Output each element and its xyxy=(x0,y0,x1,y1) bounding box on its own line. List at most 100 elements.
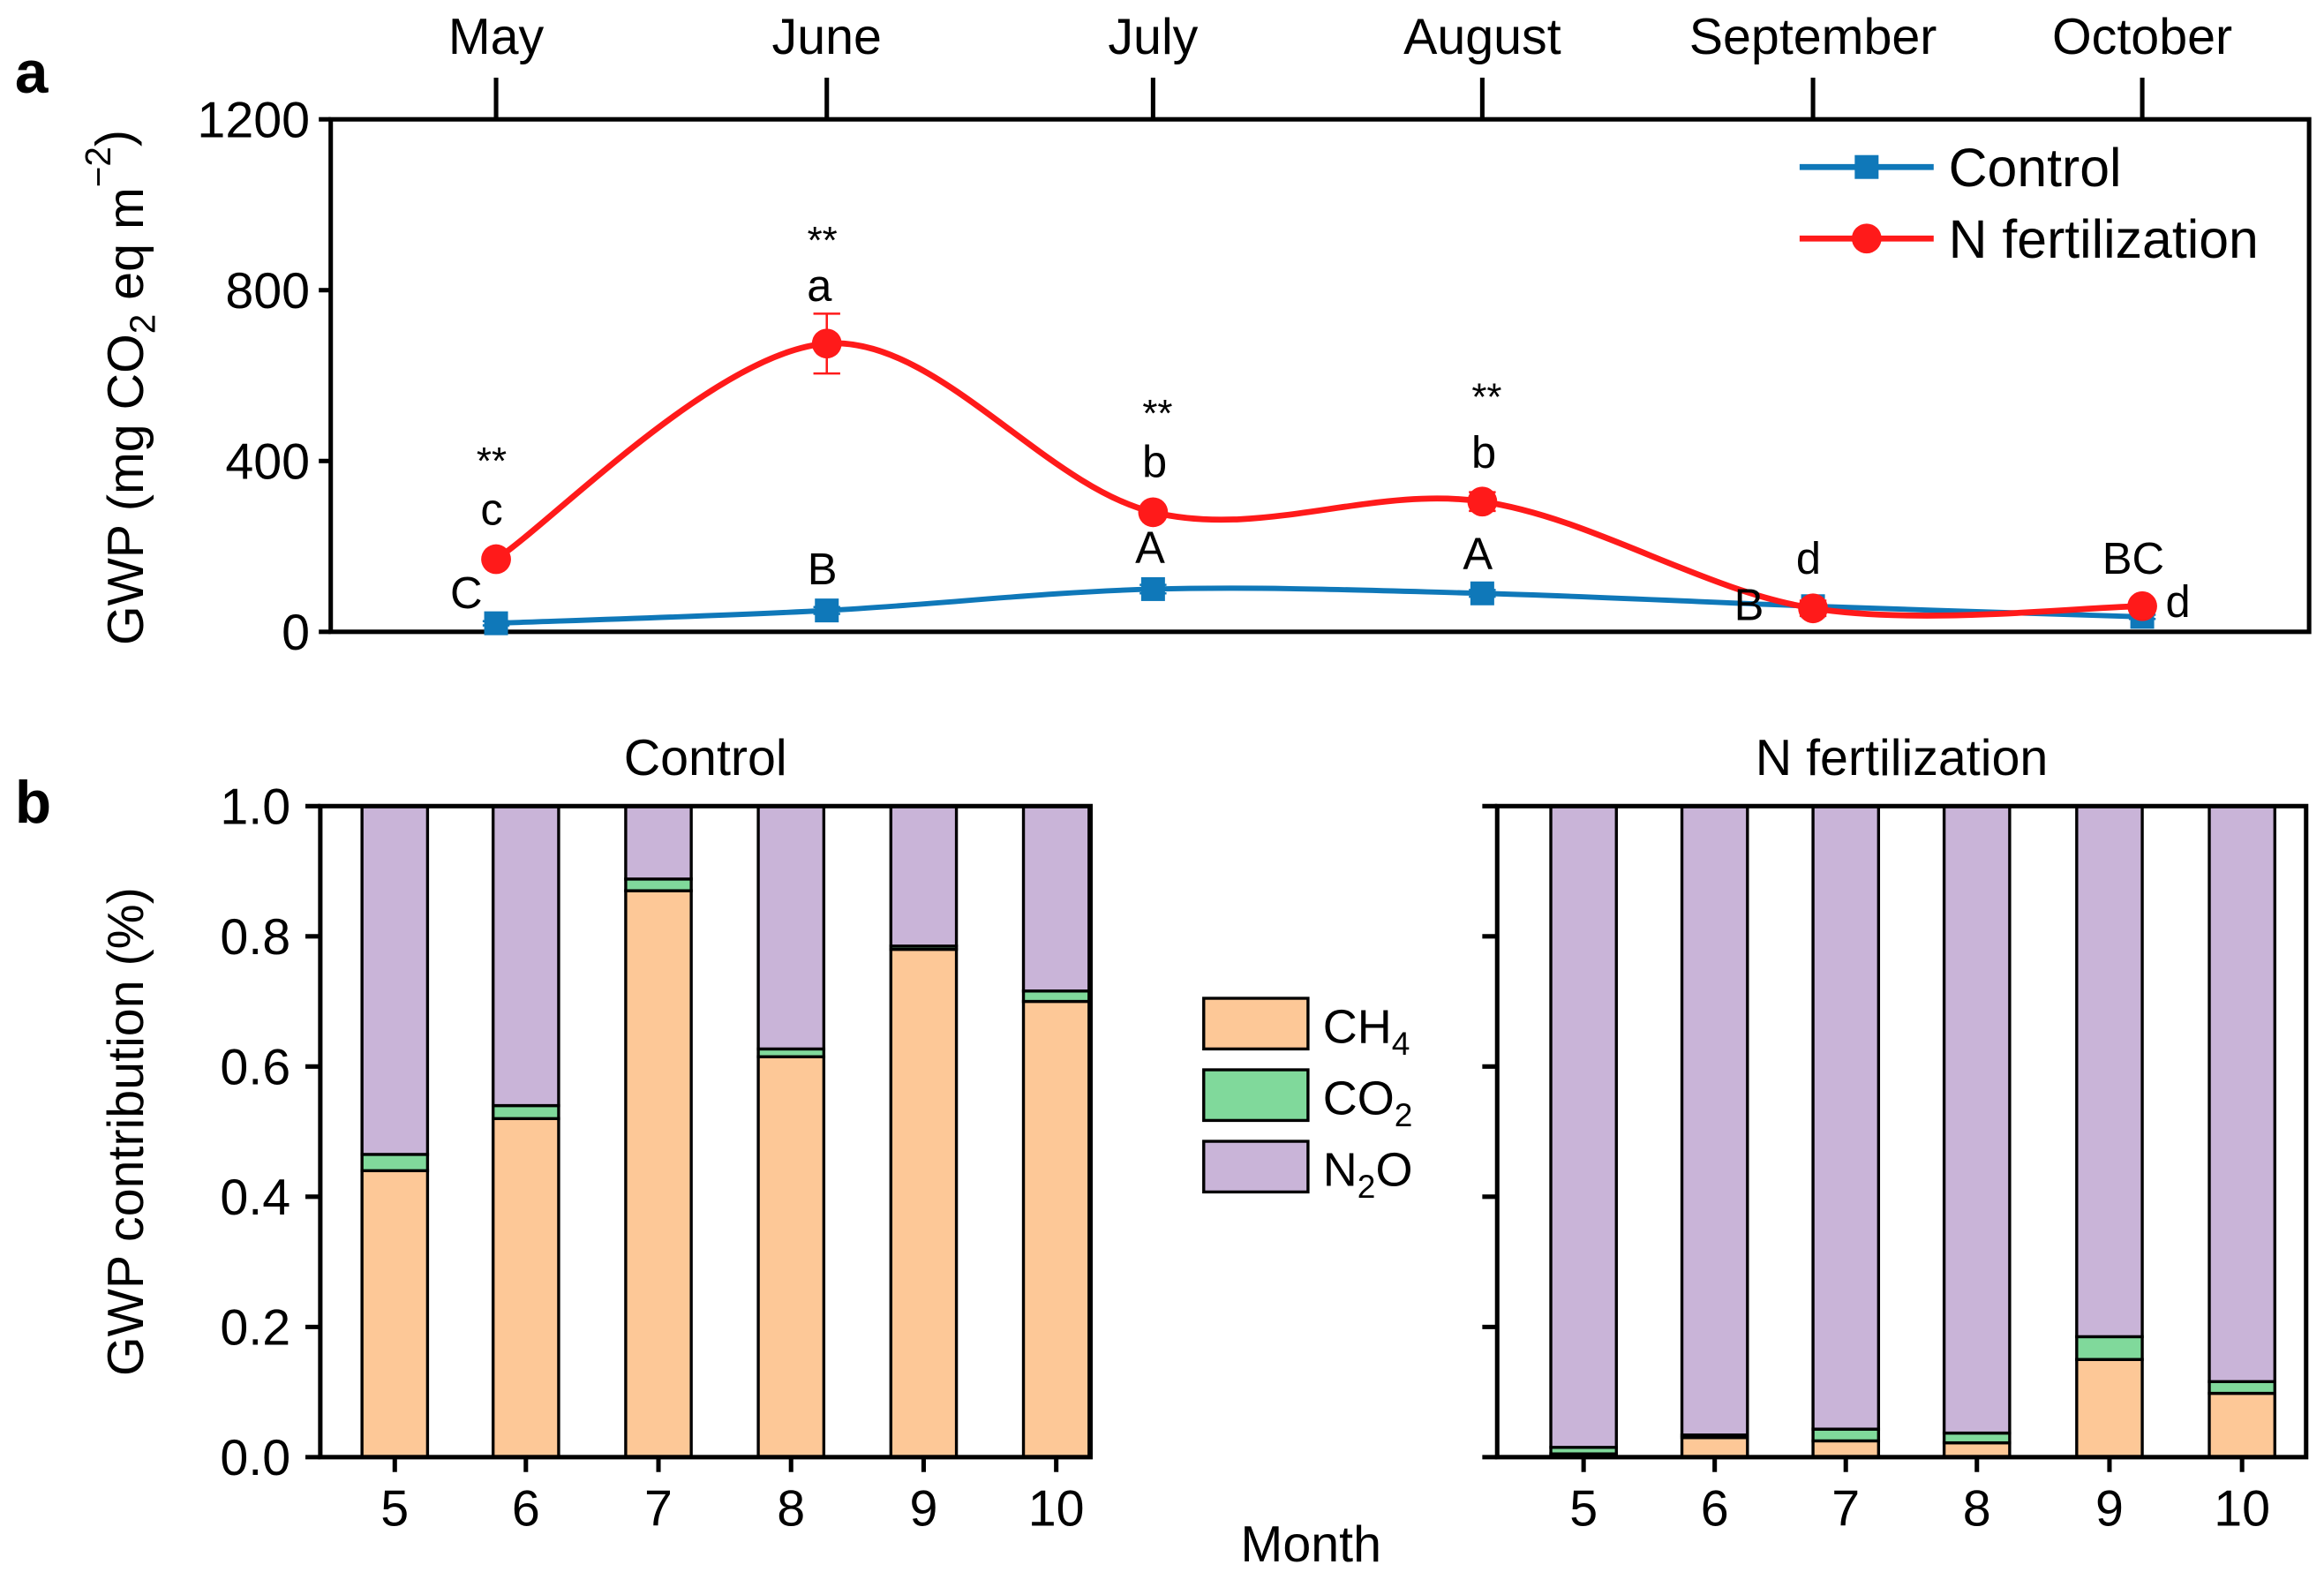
x-tick-label: 8 xyxy=(1963,1481,1991,1538)
x-tick-label: August xyxy=(1403,9,1561,65)
significance-marker: ** xyxy=(1471,375,1501,418)
legend-label-n2o: N2O xyxy=(1323,1144,1413,1206)
subplot-n-fertilization: N fertilization 5 6 7 8 9 10 xyxy=(1482,730,2309,1538)
legend-label: N fertilization xyxy=(1949,209,2259,269)
bar-segment-co2 xyxy=(1021,989,1091,1004)
y-tick-label: 800 xyxy=(225,263,310,320)
legend-swatch-co2 xyxy=(1202,1068,1310,1123)
bar-segment-co2 xyxy=(360,1153,430,1173)
panel-b-bar-charts: Control 5 6 7 8 9 10 0.0 0.2 0.4 0.6 0.8 1.0 N fertil… xyxy=(98,730,2309,1572)
bar-segment-ch4 xyxy=(756,1055,826,1459)
x-tick-label: October xyxy=(2052,9,2232,65)
y-tick-label: 1200 xyxy=(197,92,310,148)
plot-frame xyxy=(1494,803,2309,1460)
x-tick-label: July xyxy=(1108,9,1198,65)
x-tick-label: June xyxy=(772,9,882,65)
data-point-circle xyxy=(2127,590,2157,621)
bar-segment-ch4 xyxy=(491,1117,560,1459)
bar-segment-n2o xyxy=(1942,804,2012,1435)
y-tick-label: 0.8 xyxy=(220,909,290,966)
bar-segment-ch4 xyxy=(360,1169,430,1459)
x-axis-label: Month xyxy=(1241,1516,1381,1572)
legend-marker-square xyxy=(1854,154,1879,179)
bar-segment-n2o xyxy=(360,804,430,1156)
y-tick-label: 0 xyxy=(282,605,310,661)
series-line-n-fertilization xyxy=(494,340,2143,619)
control-letter: B xyxy=(808,544,838,594)
data-point-circle xyxy=(1467,486,1498,517)
control-letter: BC xyxy=(2102,533,2164,583)
legend-label-co2: CO2 xyxy=(1323,1072,1413,1134)
legend-label-tail: O xyxy=(1375,1144,1412,1197)
bar-segment-ch4 xyxy=(2207,1391,2276,1459)
y-tick-label: 0.2 xyxy=(220,1300,290,1357)
subplot-title: N fertilization xyxy=(1756,730,2049,786)
data-point-circle xyxy=(1798,593,1828,624)
legend-marker-circle xyxy=(1851,223,1882,254)
y-tick-label: 0.4 xyxy=(220,1170,290,1226)
bar-segment-ch4 xyxy=(1680,1436,1749,1459)
bar-segment-n2o xyxy=(2207,804,2276,1383)
significance-marker: ** xyxy=(477,440,507,483)
legend-label-ch4: CH4 xyxy=(1323,1001,1410,1063)
y-axis-label: GWP (mg CO2 eq m−2) xyxy=(78,130,163,645)
panel-label-a: a xyxy=(15,40,49,106)
bar-segment-ch4 xyxy=(2075,1358,2144,1459)
data-point-square xyxy=(1470,581,1494,605)
legend-swatch-n2o xyxy=(1202,1140,1310,1194)
y-tick-label: 400 xyxy=(225,434,310,491)
subplot-control: Control 5 6 7 8 9 10 0.0 0.2 0.4 0.6 0.8 1.0 xyxy=(220,730,1094,1538)
legend-label-subscript: 2 xyxy=(1395,1096,1413,1133)
n-fertilization-letter: b xyxy=(1142,436,1167,486)
x-tick-label: 9 xyxy=(909,1481,937,1538)
legend-swatch-ch4 xyxy=(1202,997,1310,1051)
control-letter: C xyxy=(450,568,483,618)
data-point-square xyxy=(1140,576,1165,601)
x-tick-label: September xyxy=(1689,9,1937,65)
x-tick-label: 10 xyxy=(1028,1481,1085,1538)
legend-label-base: CO xyxy=(1323,1072,1395,1125)
y-axis-label-part: ) xyxy=(86,130,143,147)
y-tick-label: 1.0 xyxy=(220,779,290,836)
bar-segment-n2o xyxy=(491,804,560,1108)
x-tick-label: 9 xyxy=(2095,1481,2124,1538)
y-tick-label: 0.0 xyxy=(220,1430,290,1486)
bar-segment-n2o xyxy=(889,804,959,948)
n-fertilization-letter: a xyxy=(807,260,832,311)
n-fertilization-letter: d xyxy=(2166,576,2191,627)
control-letter: A xyxy=(1463,529,1493,579)
legend-label-base: CH xyxy=(1323,1001,1392,1054)
bar-segment-ch4 xyxy=(1021,999,1091,1459)
y-axis-label: GWP contribution (%) xyxy=(98,887,154,1376)
n-fertilization-letter: c xyxy=(480,484,502,534)
data-point-square xyxy=(815,598,839,623)
n-fertilization-letter: b xyxy=(1471,427,1496,478)
data-point-circle xyxy=(481,544,511,575)
x-tick-label: 8 xyxy=(777,1481,805,1538)
bar-segment-n2o xyxy=(1549,804,1618,1449)
bar-segment-n2o xyxy=(2075,804,2144,1339)
data-point-circle xyxy=(1138,497,1169,528)
legend-label: Control xyxy=(1949,138,2122,198)
legend-label-subscript: 2 xyxy=(1358,1168,1376,1205)
bar-segment-ch4 xyxy=(889,947,959,1459)
x-tick-label: 5 xyxy=(1569,1481,1598,1538)
bar-segment-co2 xyxy=(624,877,693,892)
data-point-square xyxy=(484,611,508,636)
bar-segment-co2 xyxy=(2075,1335,2144,1361)
series-line-control xyxy=(495,585,2143,627)
panel-a-line-chart: 0 400 800 1200 May June July August September Oct… xyxy=(78,9,2312,661)
legend-label-subscript: 4 xyxy=(1392,1025,1410,1062)
control-letter: B xyxy=(1734,579,1764,629)
bar-segment-n2o xyxy=(1021,804,1091,993)
x-tick-label: 7 xyxy=(644,1481,673,1538)
n-fertilization-letter: d xyxy=(1796,533,1821,583)
subplot-title: Control xyxy=(624,730,787,786)
bar-segment-co2 xyxy=(491,1103,560,1121)
y-axis-label-part: −2 xyxy=(78,147,118,187)
y-axis-label-part: 2 xyxy=(123,314,163,335)
bar-segment-ch4 xyxy=(624,889,693,1459)
panel-label-b: b xyxy=(15,770,51,836)
